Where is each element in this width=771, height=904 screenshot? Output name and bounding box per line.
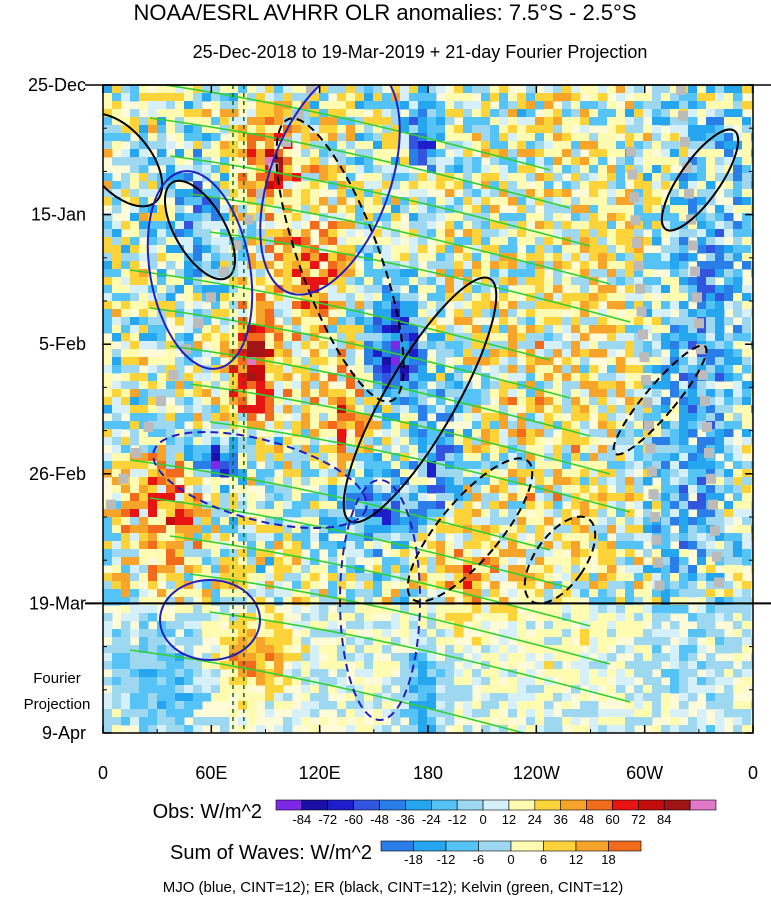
colorbar-tick-label: 72 [631, 812, 645, 827]
colorbar-swatch [414, 841, 447, 851]
x-tick-label: 180 [413, 763, 443, 783]
colorbar-tick-label: -84 [292, 812, 311, 827]
colorbar-swatch [664, 800, 690, 810]
colorbar-tick-label: 60 [605, 812, 619, 827]
colorbar-swatch [479, 841, 512, 851]
colorbar-swatch [638, 800, 664, 810]
colorbar-swatch [483, 800, 509, 810]
colorbar-swatch [302, 800, 328, 810]
y-tick-label: 9-Apr [42, 723, 86, 743]
y-tick-label: 25-Dec [28, 75, 86, 95]
colorbar-swatch [535, 800, 561, 810]
colorbar-swatch [609, 841, 642, 851]
chart-title: NOAA/ESRL AVHRR OLR anomalies: 7.5°S - 2… [133, 0, 636, 25]
colorbar-tick-label: -6 [473, 852, 485, 867]
colorbar-swatch [446, 841, 479, 851]
colorbar-swatch [544, 841, 577, 851]
colorbar-tick-label: -24 [422, 812, 441, 827]
colorbar-swatch [276, 800, 302, 810]
colorbar-tick-label: 48 [579, 812, 593, 827]
y-tick-label: 26-Feb [29, 464, 86, 484]
colorbar-swatch [380, 800, 406, 810]
colorbar-tick-label: -12 [437, 852, 456, 867]
colorbar-swatch [457, 800, 483, 810]
y-tick-label: 15-Jan [31, 205, 86, 225]
chart-subtitle: 25-Dec-2018 to 19-Mar-2019 + 21-day Four… [193, 42, 648, 62]
colorbar-tick-label: 0 [507, 852, 514, 867]
x-tick-label: 120E [299, 763, 341, 783]
x-tick-label: 120W [513, 763, 560, 783]
x-tick-label: 60W [626, 763, 663, 783]
obs-legend-label: Obs: W/m^2 [153, 801, 262, 823]
obs-colorbar: -84 -72 -60 -48 -36 -24 -12 0 12 24 36 48 60 72 84 [276, 800, 716, 827]
colorbar-tick-label: 6 [540, 852, 547, 867]
caption: MJO (blue, CINT=12); ER (black, CINT=12)… [163, 879, 624, 896]
colorbar-tick-label: 12 [502, 812, 516, 827]
colorbar-tick-label: -18 [404, 852, 423, 867]
colorbar-swatch [690, 800, 716, 810]
x-tick-label: 0 [98, 763, 108, 783]
projection-label-1: Fourier [33, 670, 81, 687]
colorbar-tick-label: -36 [396, 812, 415, 827]
colorbar-tick-label: 18 [601, 852, 615, 867]
colorbar-swatch [509, 800, 535, 810]
colorbar-swatch [381, 841, 414, 851]
waves-legend-label: Sum of Waves: W/m^2 [170, 842, 372, 864]
colorbar-swatch [561, 800, 587, 810]
colorbar-swatch [576, 841, 609, 851]
colorbar-tick-label: -12 [448, 812, 467, 827]
plot-area [62, 47, 761, 740]
colorbar-swatch [354, 800, 380, 810]
colorbar-tick-label: 84 [657, 812, 671, 827]
colorbar-swatch [328, 800, 354, 810]
colorbar-tick-label: 24 [528, 812, 542, 827]
colorbar-swatch [587, 800, 613, 810]
colorbar-tick-label: -60 [344, 812, 363, 827]
colorbar-tick-label: -48 [370, 812, 389, 827]
colorbar-swatch [511, 841, 544, 851]
colorbar-tick-label: 36 [553, 812, 567, 827]
colorbar-swatch [431, 800, 457, 810]
colorbar-tick-label: -72 [318, 812, 337, 827]
x-tick-label: 60E [195, 763, 227, 783]
projection-label-2: Projection [24, 696, 91, 713]
colorbar-swatch [612, 800, 638, 810]
x-tick-label: 0 [748, 763, 758, 783]
colorbar-tick-label: 0 [479, 812, 486, 827]
colorbar-swatch [405, 800, 431, 810]
y-tick-label: 19-Mar [29, 593, 86, 613]
waves-colorbar: -18 -12 -6 0 6 12 18 [381, 841, 641, 867]
y-tick-label: 5-Feb [39, 334, 86, 354]
colorbar-tick-label: 12 [569, 852, 583, 867]
